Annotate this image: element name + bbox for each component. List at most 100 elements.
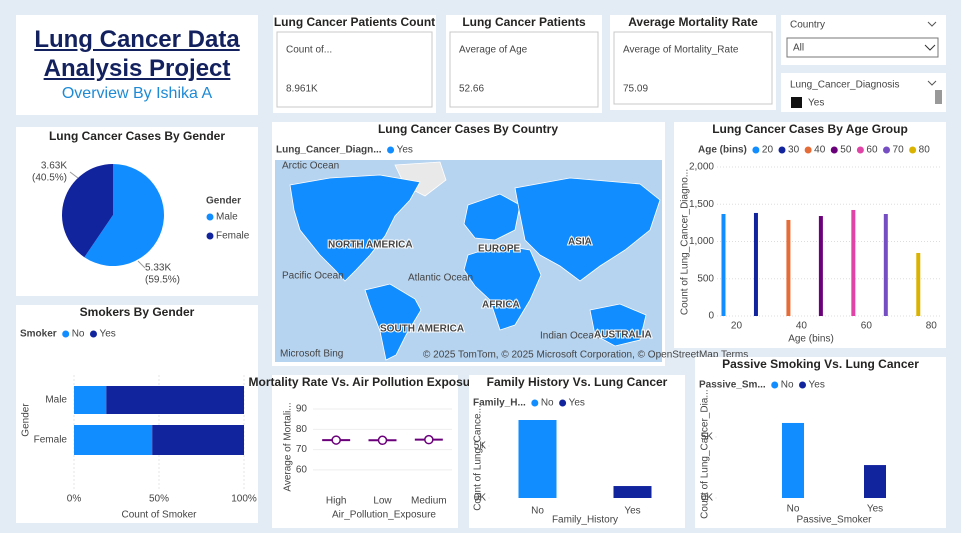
map-label: EUROPE — [478, 244, 521, 255]
legend-swatch — [909, 146, 917, 154]
line-marker — [331, 435, 341, 445]
legend-swatch — [804, 146, 812, 154]
map-label: Indian Ocean — [540, 331, 600, 342]
line-marker — [424, 434, 434, 445]
asia — [514, 177, 661, 282]
panel — [695, 357, 946, 528]
legend-label: Yes — [809, 380, 825, 391]
panel — [610, 15, 776, 110]
card-value: 8.961K — [286, 84, 318, 95]
card-label: Average of Age — [459, 45, 528, 56]
y-axis-title: Count of Lung_Cance... — [473, 405, 484, 511]
legend-label: No — [781, 380, 794, 391]
x-tick-label: 20 — [731, 321, 743, 332]
y-axis-title: Average of Mortali... — [283, 402, 294, 491]
y-axis-title: Count of Lung_Cancer_Dia... — [700, 389, 711, 519]
scrollbar — [935, 90, 942, 104]
map-label: SOUTH AMERICA — [380, 324, 464, 335]
legend-label: 60 — [866, 145, 878, 156]
panel — [781, 73, 946, 112]
slicer-dropdown[interactable] — [786, 37, 939, 58]
legend-swatch — [799, 381, 807, 389]
slicer-checkbox[interactable] — [791, 97, 802, 108]
panel — [674, 122, 946, 348]
y-tick-label: 0K — [701, 493, 714, 504]
legend-swatch — [206, 232, 214, 240]
y-tick-label: 1,000 — [689, 236, 714, 247]
x-tick-label: No — [787, 504, 800, 515]
data-label: (40.5%) — [32, 173, 67, 184]
legend-label: Yes — [569, 398, 585, 409]
bar — [518, 420, 557, 498]
y-tick-label: 80 — [296, 424, 308, 435]
legend-title: Passive_Sm... — [699, 380, 766, 391]
x-tick-label: 100% — [231, 494, 257, 505]
x-tick-label: 50% — [149, 494, 169, 505]
legend-label: No — [541, 398, 554, 409]
y-tick-label: 70 — [296, 444, 308, 455]
card-frame — [276, 31, 433, 108]
x-tick-label: Medium — [411, 496, 447, 507]
line-marker — [377, 435, 388, 446]
bar — [74, 386, 107, 414]
europe — [463, 193, 521, 241]
card-label: Count of... — [286, 45, 332, 56]
legend-title: Smoker — [20, 329, 57, 340]
panel — [446, 15, 602, 113]
page-subtitle: Overview By Ishika A — [61, 85, 213, 102]
y-tick-label: 0K — [474, 493, 487, 504]
card-frame — [613, 31, 773, 105]
card-value: 52.66 — [459, 84, 484, 95]
x-tick-label: High — [326, 496, 347, 507]
legend-title: Lung_Cancer_Diagn... — [276, 145, 382, 156]
y-axis-title: Gender — [21, 403, 32, 437]
legend-swatch — [830, 146, 838, 154]
map-label: AUSTRALIA — [594, 330, 652, 341]
card-label: Average of Mortality_Rate — [623, 45, 739, 56]
legend-label: 80 — [919, 145, 931, 156]
x-tick-label: Yes — [624, 506, 640, 517]
bar — [152, 425, 244, 455]
bar — [753, 212, 758, 316]
map-label: Pacific Ocean — [282, 271, 344, 282]
chevron — [924, 44, 936, 51]
legend-swatch — [62, 330, 70, 338]
slicer-title: Country — [790, 20, 825, 31]
panel — [469, 375, 685, 528]
bar — [864, 465, 886, 498]
panel — [273, 15, 436, 113]
card-frame — [449, 31, 599, 108]
legend-label: Female — [216, 231, 250, 242]
chevron — [927, 21, 937, 27]
legend-swatch — [89, 330, 97, 338]
y-tick-label: 90 — [296, 404, 308, 415]
legend-label: Yes — [397, 145, 413, 156]
australia — [589, 303, 647, 347]
chart-title: Smokers By Gender — [80, 305, 195, 319]
y-axis-title: Count of Lung_Cancer_Diagno... — [680, 169, 691, 315]
x-axis-title: Age (bins) — [788, 334, 834, 345]
x-tick-label: Low — [373, 496, 392, 507]
header: Lung Cancer Data Analysis Project Overvi… — [16, 15, 258, 115]
legend-title: Gender — [206, 196, 241, 207]
card-title: Lung Cancer Patients — [462, 15, 586, 29]
card-value: 75.09 — [623, 84, 648, 95]
legend-label: 50 — [840, 145, 852, 156]
map-label: Atlantic Ocean — [408, 273, 473, 284]
legend-swatch — [206, 213, 214, 221]
legend-swatch — [771, 381, 779, 389]
leader-line — [69, 171, 79, 179]
map-logo: Microsoft Bing — [280, 349, 343, 360]
legend-swatch — [883, 146, 891, 154]
x-tick-label: No — [531, 506, 544, 517]
slicer-title: Lung_Cancer_Diagnosis — [790, 80, 900, 91]
legend-swatch — [778, 146, 786, 154]
bar — [851, 209, 856, 316]
bar — [916, 252, 921, 316]
x-tick-label: 40 — [796, 321, 808, 332]
chart-title: Lung Cancer Cases By Gender — [49, 129, 225, 143]
pie-slice — [84, 164, 164, 266]
x-axis-title: Passive_Smoker — [796, 515, 872, 526]
legend-label: No — [72, 329, 85, 340]
bar — [786, 219, 791, 316]
